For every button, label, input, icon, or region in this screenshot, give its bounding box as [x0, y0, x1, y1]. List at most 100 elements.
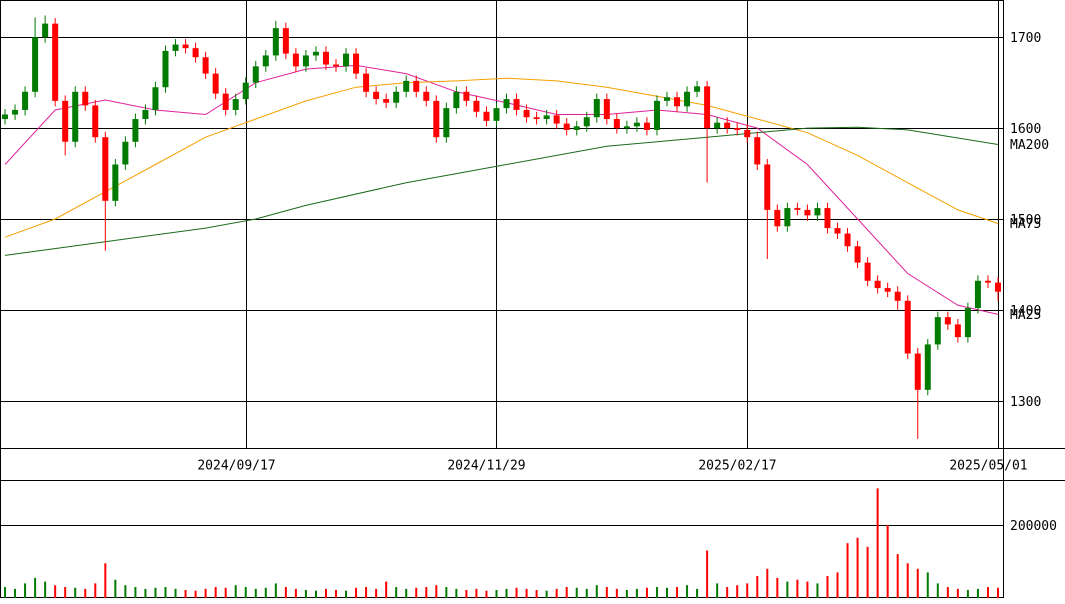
candle-body: [222, 93, 229, 110]
candle-body: [954, 324, 961, 338]
candle-body: [262, 55, 269, 67]
volume-bar: [836, 572, 839, 598]
volume-bar: [495, 589, 498, 598]
x-tick-label: 2025/02/17: [698, 459, 776, 474]
candle-body: [393, 91, 400, 103]
candle-body: [824, 208, 831, 229]
candle-body: [964, 308, 971, 338]
candle-body: [142, 109, 149, 120]
volume-bar: [826, 576, 829, 598]
candle-body: [904, 300, 911, 354]
y-tick-label: 200000: [1010, 519, 1057, 534]
volume-bar: [746, 583, 749, 598]
volume-bar: [234, 585, 237, 598]
candle-body: [734, 128, 741, 130]
volume-bar: [676, 587, 679, 598]
volume-bar: [144, 588, 147, 598]
candle-body: [884, 288, 891, 292]
candle-body: [152, 87, 159, 110]
volume-bar: [134, 587, 137, 598]
candle-body: [132, 119, 139, 142]
volume-bar: [736, 585, 739, 598]
volume-bar: [776, 577, 779, 598]
volume-bar: [816, 583, 819, 598]
volume-bar: [686, 585, 689, 598]
legend-label: MA200: [1010, 138, 1049, 153]
candle-body: [503, 99, 510, 109]
volume-bar: [575, 587, 578, 598]
y-tick-label: 1400: [1010, 304, 1041, 319]
volume-bar: [214, 587, 217, 598]
candle-body: [383, 99, 390, 103]
volume-bar: [164, 587, 167, 598]
volume-bar: [74, 587, 77, 598]
volume-bar: [916, 568, 919, 598]
candle-body: [403, 80, 410, 92]
candle-body: [794, 208, 801, 210]
volume-bar: [996, 587, 999, 598]
candle-body: [433, 100, 440, 138]
volume-bar: [635, 588, 638, 598]
candle-body: [814, 208, 821, 216]
candle-body: [844, 233, 851, 247]
candle-body: [623, 126, 630, 129]
candle-body: [944, 317, 951, 325]
candle-body: [894, 291, 901, 301]
volume-bar: [274, 583, 277, 598]
volume-bar: [956, 588, 959, 598]
candle-body: [533, 117, 540, 120]
candle-body: [343, 53, 350, 67]
candle-body: [102, 137, 109, 201]
volume-bar: [345, 590, 348, 598]
candle-body: [613, 119, 620, 129]
candle-body: [292, 53, 299, 67]
volume-bar: [14, 588, 17, 598]
x-tick-label: 2025/05/01: [949, 459, 1027, 474]
volume-bar: [766, 568, 769, 598]
volume-bar: [545, 590, 548, 598]
volume-bar: [405, 588, 408, 598]
candle-body: [92, 105, 99, 138]
candle-body: [633, 122, 640, 127]
volume-bar: [796, 579, 799, 598]
candle-body: [924, 344, 931, 390]
frame: [0, 0, 1004, 598]
candle-body: [914, 353, 921, 390]
volume-bar: [114, 579, 117, 598]
volume-bar: [876, 488, 879, 598]
volume-bar: [335, 589, 338, 598]
y-tick-label: 1300: [1010, 395, 1041, 410]
volume-bar: [254, 588, 257, 598]
volume-bar: [284, 587, 287, 598]
candle-body: [82, 91, 89, 106]
volume-bar: [365, 587, 368, 598]
candle-body: [182, 44, 189, 49]
volume-bar: [395, 587, 398, 598]
y-tick-label: 1500: [1010, 213, 1041, 228]
volume-bar: [355, 587, 358, 598]
volume-bar: [4, 587, 7, 598]
volume-bar: [184, 589, 187, 598]
candle-body: [272, 28, 279, 56]
candle-body: [62, 100, 69, 142]
candle-body: [282, 28, 289, 54]
candle-body: [543, 115, 550, 120]
candle-body: [643, 122, 650, 130]
candle-body: [122, 141, 129, 165]
volume-bar: [976, 588, 979, 598]
candle-body: [252, 66, 259, 83]
candle-body: [714, 122, 721, 129]
candle-body: [162, 50, 169, 88]
volume-bar: [264, 587, 267, 598]
volume-bar: [946, 587, 949, 598]
volume-bar: [294, 588, 297, 598]
legend-label: MA25: [1010, 308, 1041, 323]
volume-bar: [615, 588, 618, 598]
candle-body: [212, 73, 219, 94]
candle-body: [684, 91, 691, 107]
candle-body: [413, 80, 420, 92]
volume-bar: [475, 588, 478, 598]
volume-bar: [856, 537, 859, 598]
volume-bar: [24, 583, 27, 598]
